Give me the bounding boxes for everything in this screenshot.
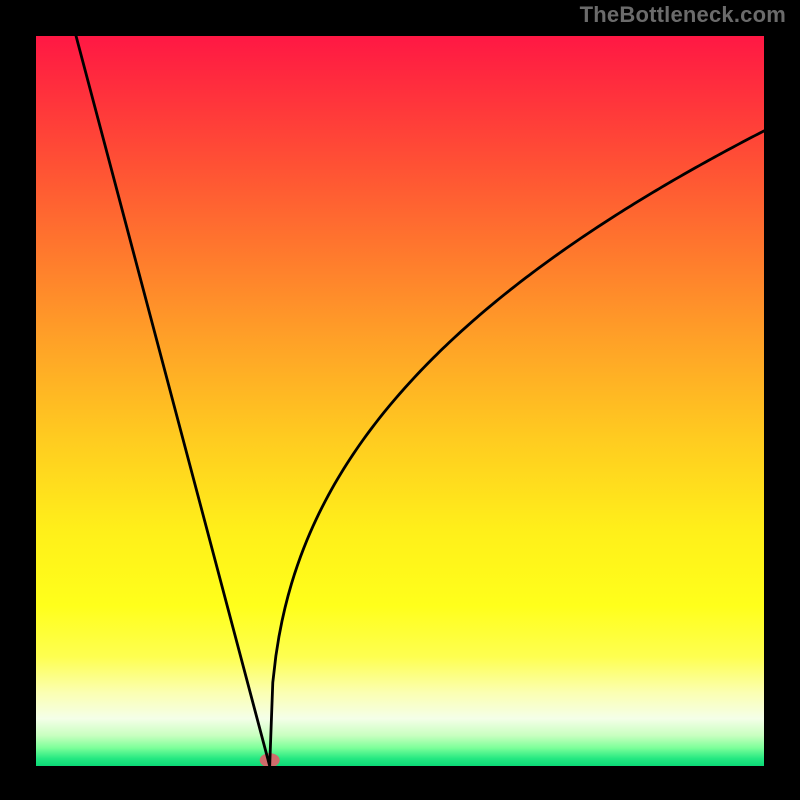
plot-area (36, 36, 764, 766)
bottleneck-curve (76, 36, 764, 766)
watermark-text: TheBottleneck.com (580, 2, 786, 28)
curve-layer (36, 36, 764, 766)
